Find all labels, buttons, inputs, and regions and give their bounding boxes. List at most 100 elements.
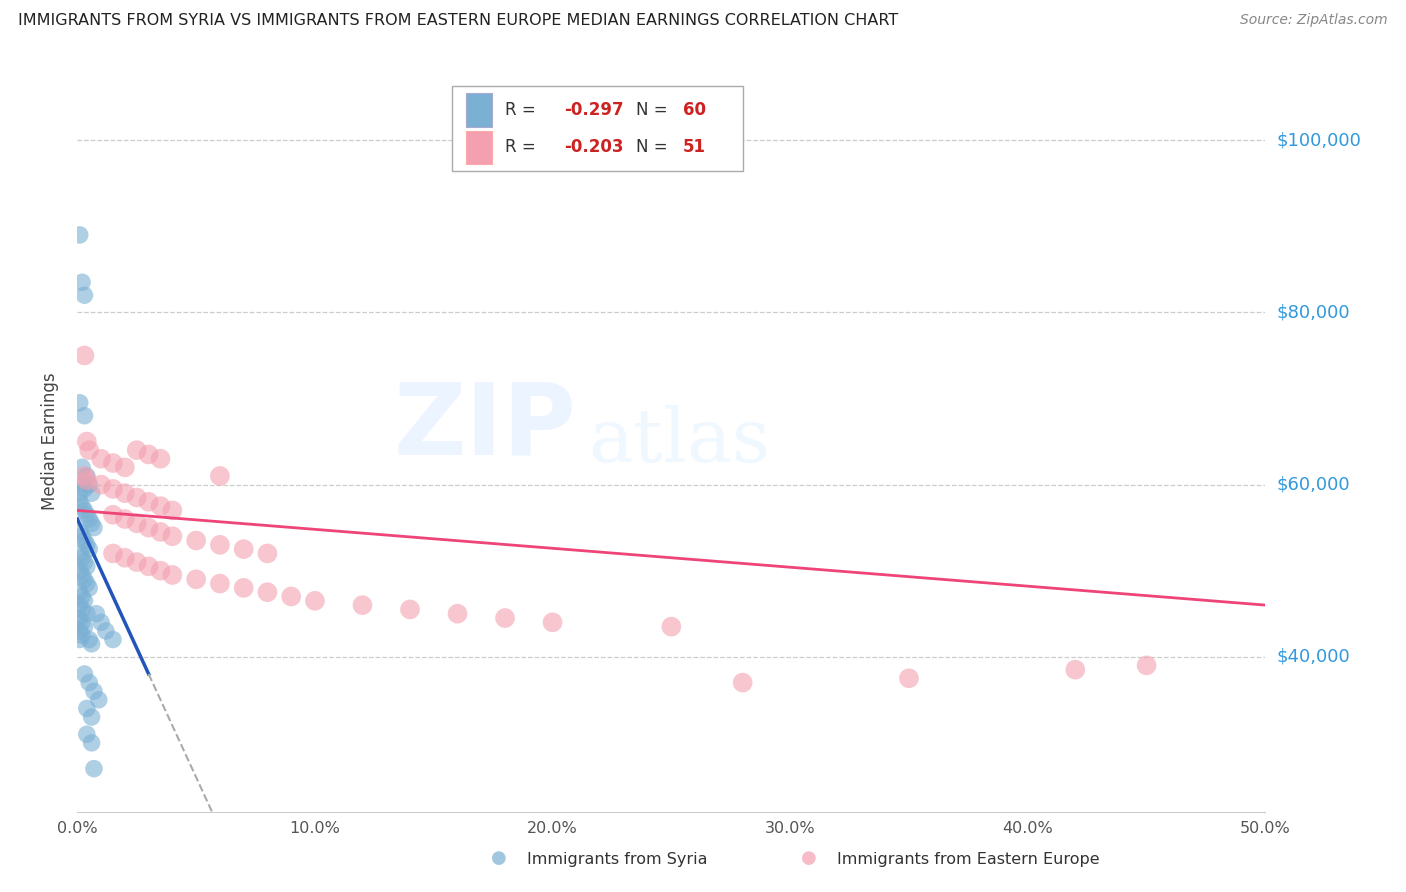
Text: IMMIGRANTS FROM SYRIA VS IMMIGRANTS FROM EASTERN EUROPE MEDIAN EARNINGS CORRELAT: IMMIGRANTS FROM SYRIA VS IMMIGRANTS FROM…	[18, 13, 898, 29]
Point	[73, 620, 96, 634]
Point	[76, 473, 98, 487]
Text: -0.203: -0.203	[564, 138, 624, 156]
Point	[1136, 658, 1159, 673]
Point	[69, 486, 91, 500]
Point	[70, 615, 93, 630]
Point	[149, 451, 172, 466]
Point	[149, 499, 172, 513]
Point	[69, 611, 91, 625]
Point	[77, 512, 100, 526]
Point	[138, 559, 160, 574]
Text: Immigrants from Eastern Europe: Immigrants from Eastern Europe	[837, 852, 1099, 867]
FancyBboxPatch shape	[451, 87, 742, 171]
Point	[80, 486, 103, 500]
Text: R =: R =	[505, 138, 541, 156]
Point	[114, 512, 136, 526]
Point	[208, 469, 231, 483]
Point	[83, 521, 105, 535]
Point	[69, 585, 91, 599]
Text: $80,000: $80,000	[1277, 303, 1350, 321]
Point	[256, 585, 278, 599]
Text: ●: ●	[491, 849, 508, 867]
Point	[304, 594, 326, 608]
Point	[101, 482, 124, 496]
Point	[101, 632, 124, 647]
Point	[114, 550, 136, 565]
Point	[125, 443, 148, 458]
Point	[90, 477, 112, 491]
Point	[70, 529, 93, 543]
Point	[77, 542, 100, 557]
Text: $60,000: $60,000	[1277, 475, 1350, 493]
Point	[76, 576, 98, 591]
Point	[232, 542, 254, 557]
Point	[94, 624, 117, 638]
Point	[149, 524, 172, 539]
Point	[69, 546, 91, 560]
Point	[125, 491, 148, 505]
Text: Source: ZipAtlas.com: Source: ZipAtlas.com	[1240, 13, 1388, 28]
Point	[162, 503, 184, 517]
Point	[69, 524, 91, 539]
Point	[125, 555, 148, 569]
Point	[77, 443, 100, 458]
Point	[70, 568, 93, 582]
Point	[73, 667, 96, 681]
Point	[138, 447, 160, 461]
Point	[77, 581, 100, 595]
Point	[101, 546, 124, 560]
Point	[114, 460, 136, 475]
Point	[73, 348, 96, 362]
FancyBboxPatch shape	[465, 131, 492, 164]
Point	[76, 508, 98, 522]
Point	[138, 495, 160, 509]
Point	[73, 469, 96, 483]
Point	[80, 736, 103, 750]
Point	[83, 684, 105, 698]
Point	[898, 671, 921, 685]
Point	[76, 469, 98, 483]
Text: -0.297: -0.297	[564, 101, 624, 119]
Point	[731, 675, 754, 690]
Point	[661, 620, 683, 634]
Point	[70, 550, 93, 565]
Point	[138, 521, 160, 535]
Point	[76, 701, 98, 715]
Point	[76, 559, 98, 574]
Point	[83, 762, 105, 776]
Point	[70, 602, 93, 616]
Point	[80, 637, 103, 651]
Point	[125, 516, 148, 531]
Point	[73, 594, 96, 608]
Point	[101, 508, 124, 522]
Point	[162, 568, 184, 582]
Point	[186, 572, 208, 586]
Text: $100,000: $100,000	[1277, 131, 1361, 149]
Point	[73, 503, 96, 517]
Point	[256, 546, 278, 560]
Point	[90, 451, 112, 466]
Point	[76, 434, 98, 449]
Point	[73, 555, 96, 569]
Point	[87, 693, 110, 707]
Point	[446, 607, 468, 621]
Point	[69, 564, 91, 578]
FancyBboxPatch shape	[465, 94, 492, 127]
Point	[77, 675, 100, 690]
Point	[208, 538, 231, 552]
Point	[73, 409, 96, 423]
Point	[69, 495, 91, 509]
Point	[70, 590, 93, 604]
Point	[1064, 663, 1087, 677]
Point	[73, 533, 96, 548]
Point	[86, 607, 108, 621]
Point	[73, 482, 96, 496]
Point	[69, 227, 91, 242]
Point	[541, 615, 564, 630]
Point	[186, 533, 208, 548]
Point	[494, 611, 516, 625]
Point	[76, 607, 98, 621]
Text: atlas: atlas	[588, 405, 770, 478]
Point	[162, 529, 184, 543]
Point	[73, 572, 96, 586]
